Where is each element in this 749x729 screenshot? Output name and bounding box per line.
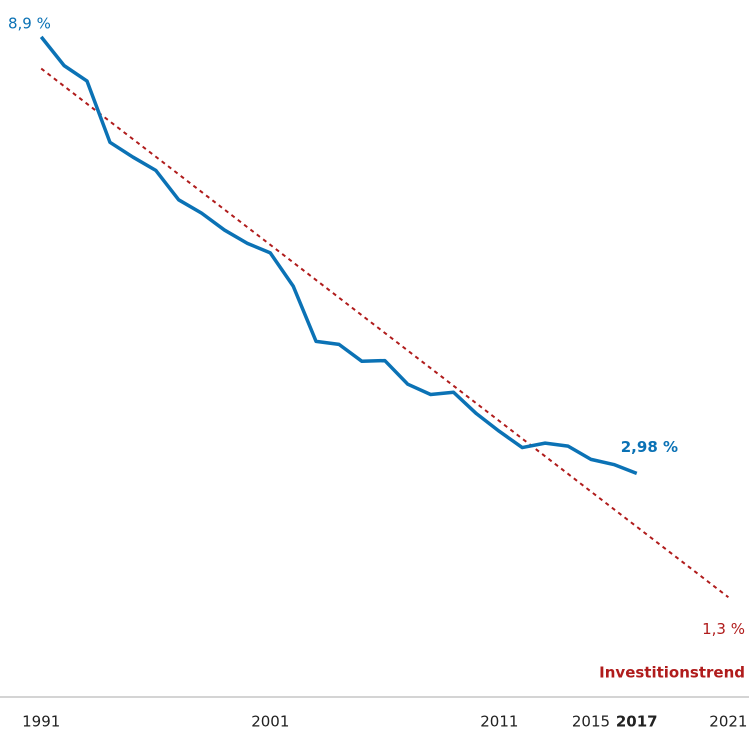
value-label: 8,9 % (8, 14, 51, 32)
trend-end-label: 1,3 % (702, 620, 745, 638)
x-tick-label: 2021 (709, 713, 747, 729)
value-label: 2,98 % (621, 438, 678, 456)
legend-entry: Investitionstrend (599, 664, 745, 682)
x-tick-label: 2001 (251, 713, 289, 729)
x-tick-label: 2011 (480, 713, 518, 729)
trend-line (40, 67, 729, 599)
x-tick-label: 1991 (22, 713, 60, 729)
x-tick-label: 2017 (616, 713, 658, 729)
x-tick-label: 2015 (572, 713, 610, 729)
data-line (39, 35, 638, 476)
